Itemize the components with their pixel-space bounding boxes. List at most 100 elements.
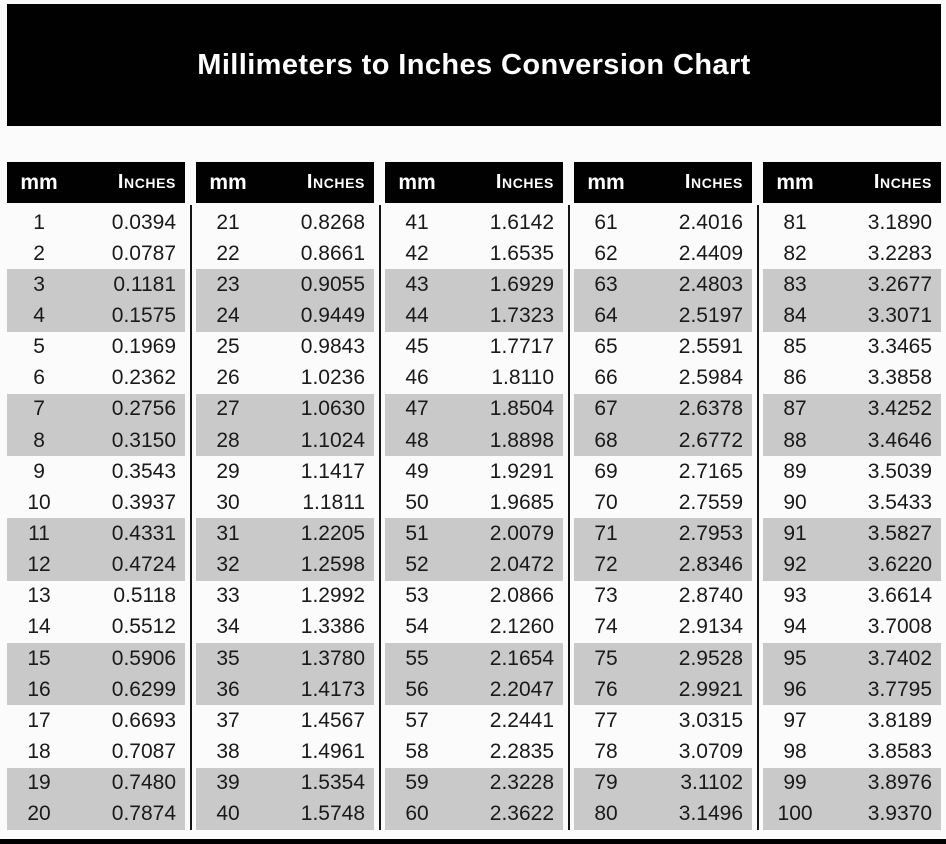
table-row: 44 1.7323 bbox=[385, 300, 563, 332]
mm-value: 86 bbox=[783, 366, 807, 390]
mm-value: 81 bbox=[783, 210, 807, 234]
inches-value: 1.6929 bbox=[489, 272, 554, 296]
inches-value: 0.7874 bbox=[111, 802, 176, 826]
inches-value: 2.9134 bbox=[678, 615, 743, 639]
table-row: 49 1.9291 bbox=[385, 456, 563, 487]
inches-value: 3.7795 bbox=[867, 677, 932, 701]
mm-value: 23 bbox=[216, 272, 240, 296]
mm-value: 76 bbox=[594, 677, 618, 701]
mm-value: 77 bbox=[594, 708, 618, 732]
table-row: 13 0.5118 bbox=[7, 581, 185, 612]
column-header-mm: mm bbox=[587, 170, 625, 194]
table-row: 19 0.7480 bbox=[7, 767, 185, 799]
table-row: 4 0.1575 bbox=[7, 300, 185, 332]
table-row: 75 2.9528 bbox=[574, 642, 752, 675]
table-row: 22 0.8661 bbox=[196, 238, 374, 269]
table-divider bbox=[756, 205, 759, 830]
mm-value: 59 bbox=[405, 771, 429, 795]
inches-value: 3.0315 bbox=[678, 708, 743, 732]
mm-value: 35 bbox=[216, 646, 240, 670]
table-row: 8 0.3150 bbox=[7, 424, 185, 457]
table-row: 34 1.3386 bbox=[196, 612, 374, 643]
conversion-table-3: mm Inches 41 1.6142 42 1.6535 43 1.6929 44 1.7323… bbox=[385, 162, 563, 830]
column-header-inches: Inches bbox=[684, 171, 743, 193]
table-row: 39 1.5354 bbox=[196, 767, 374, 799]
inches-value: 2.2441 bbox=[489, 708, 554, 732]
mm-value: 98 bbox=[783, 739, 807, 763]
column-header-inches: Inches bbox=[117, 171, 176, 193]
mm-value: 96 bbox=[783, 677, 807, 701]
inches-value: 2.2835 bbox=[489, 739, 554, 763]
inches-value: 2.1654 bbox=[489, 646, 554, 670]
inches-value: 1.1417 bbox=[300, 459, 365, 483]
mm-value: 27 bbox=[216, 397, 240, 421]
inches-value: 1.6535 bbox=[489, 241, 554, 265]
mm-value: 64 bbox=[594, 303, 618, 327]
inches-value: 1.5748 bbox=[300, 802, 365, 826]
mm-value: 49 bbox=[405, 459, 429, 483]
bottom-bar bbox=[0, 839, 946, 844]
mm-value: 92 bbox=[783, 553, 807, 577]
mm-value: 11 bbox=[28, 521, 50, 545]
table-row: 89 3.5039 bbox=[763, 456, 941, 487]
mm-value: 56 bbox=[405, 677, 429, 701]
mm-value: 60 bbox=[405, 802, 429, 826]
inches-value: 0.9843 bbox=[300, 335, 365, 359]
inches-value: 0.2362 bbox=[111, 366, 176, 390]
mm-value: 67 bbox=[594, 397, 618, 421]
mm-value: 7 bbox=[33, 397, 45, 421]
table-row: 71 2.7953 bbox=[574, 518, 752, 550]
inches-value: 1.2205 bbox=[300, 521, 365, 545]
mm-value: 93 bbox=[783, 584, 807, 608]
inches-value: 3.6220 bbox=[867, 553, 932, 577]
inches-value: 3.4646 bbox=[867, 428, 932, 452]
conversion-table-5: mm Inches 81 3.1890 82 3.2283 83 3.2677 84 3.3071… bbox=[763, 162, 941, 830]
table-row: 91 3.5827 bbox=[763, 518, 941, 550]
inches-value: 0.4331 bbox=[111, 521, 176, 545]
table-row: 96 3.7795 bbox=[763, 674, 941, 706]
inches-value: 2.7165 bbox=[678, 459, 743, 483]
inches-value: 1.3386 bbox=[300, 615, 365, 639]
mm-value: 26 bbox=[216, 366, 240, 390]
inches-value: 1.3780 bbox=[300, 646, 365, 670]
conversion-table-4: mm Inches 61 2.4016 62 2.4409 63 2.4803 64 2.5197… bbox=[574, 162, 752, 830]
table-row: 31 1.2205 bbox=[196, 518, 374, 550]
inches-value: 3.3071 bbox=[867, 303, 932, 327]
table-row: 68 2.6772 bbox=[574, 424, 752, 457]
table-row: 40 1.5748 bbox=[196, 798, 374, 830]
column-header-inches: Inches bbox=[495, 171, 554, 193]
mm-value: 99 bbox=[783, 771, 807, 795]
table-row: 80 3.1496 bbox=[574, 798, 752, 830]
mm-value: 1 bbox=[33, 210, 45, 234]
mm-value: 36 bbox=[216, 677, 240, 701]
inches-value: 3.8976 bbox=[867, 771, 932, 795]
mm-value: 90 bbox=[783, 490, 807, 514]
conversion-table-1: mm Inches 1 0.0394 2 0.0787 3 0.1181 4 0.1575 5 0.1… bbox=[7, 162, 185, 830]
inches-value: 2.7559 bbox=[678, 490, 743, 514]
mm-value: 24 bbox=[216, 303, 240, 327]
table-row: 56 2.2047 bbox=[385, 674, 563, 706]
table-row: 84 3.3071 bbox=[763, 300, 941, 332]
table-row: 95 3.7402 bbox=[763, 642, 941, 675]
table-row: 46 1.8110 bbox=[385, 363, 563, 394]
inches-value: 2.0472 bbox=[489, 553, 554, 577]
inches-value: 1.4567 bbox=[300, 708, 365, 732]
inches-value: 3.8583 bbox=[867, 739, 932, 763]
inches-value: 3.2283 bbox=[867, 241, 932, 265]
table-divider bbox=[378, 205, 381, 830]
inches-value: 0.3150 bbox=[111, 428, 176, 452]
mm-value: 100 bbox=[777, 802, 813, 826]
table-row: 51 2.0079 bbox=[385, 518, 563, 550]
mm-value: 31 bbox=[216, 521, 240, 545]
table-row: 57 2.2441 bbox=[385, 705, 563, 736]
mm-value: 79 bbox=[594, 771, 618, 795]
table-row: 82 3.2283 bbox=[763, 238, 941, 269]
inches-value: 1.1811 bbox=[302, 490, 365, 514]
mm-value: 75 bbox=[594, 646, 618, 670]
table-row: 65 2.5591 bbox=[574, 332, 752, 363]
mm-value: 63 bbox=[594, 272, 618, 296]
table-row: 24 0.9449 bbox=[196, 300, 374, 332]
table-row: 28 1.1024 bbox=[196, 424, 374, 457]
inches-value: 2.4016 bbox=[678, 210, 743, 234]
inches-value: 0.9055 bbox=[300, 272, 365, 296]
